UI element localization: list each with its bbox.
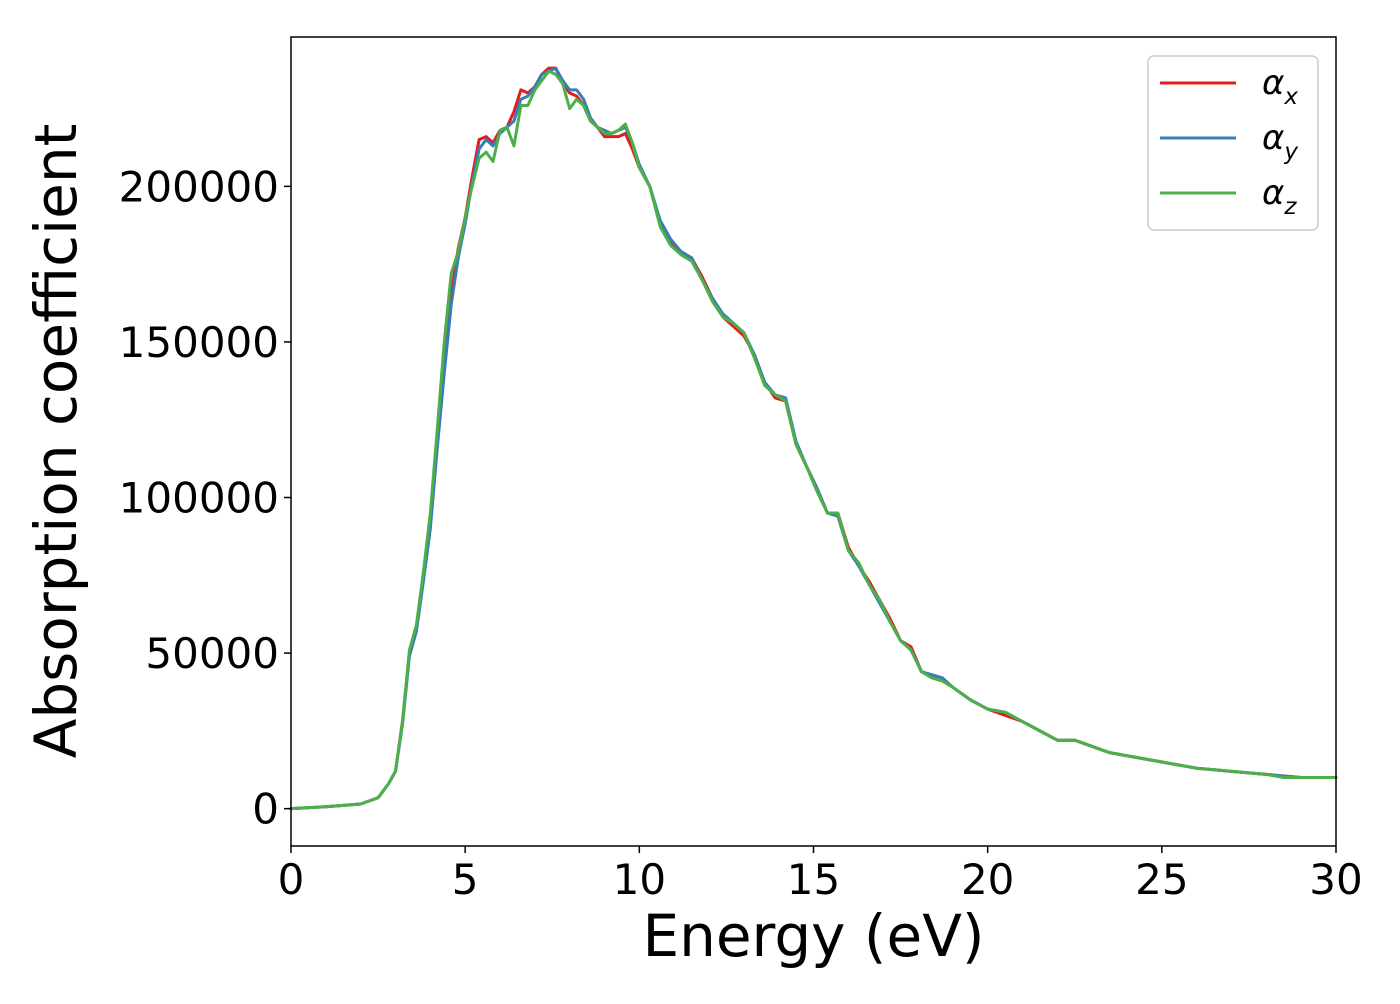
x-tick-label: 25 — [1135, 855, 1188, 904]
x-tick-label: 5 — [452, 855, 479, 904]
y-tick-label: 50000 — [145, 629, 279, 678]
legend-box — [1147, 55, 1319, 231]
y-tick-label: 100000 — [119, 474, 279, 523]
legend-label-y: αy — [1262, 118, 1298, 165]
series-layer — [289, 66, 1338, 811]
x-tick-label: 0 — [278, 855, 305, 904]
series-line-z — [289, 69, 1338, 811]
x-tick-label: 30 — [1309, 855, 1362, 904]
y-tick-label: 150000 — [119, 318, 279, 367]
y-axis-ticks: 0 50000 100000 150000 200000 — [119, 162, 291, 834]
x-tick-label: 10 — [613, 855, 666, 904]
y-tick-label: 0 — [252, 785, 279, 834]
y-axis-label: Absorption coefficient — [22, 124, 90, 759]
x-tick-label: 15 — [787, 855, 840, 904]
y-tick-label: 200000 — [119, 162, 279, 211]
x-axis-ticks: 0 5 10 15 20 25 30 — [278, 846, 1363, 904]
x-axis-label: Energy (eV) — [642, 902, 984, 970]
x-tick-label: 20 — [961, 855, 1014, 904]
legend-label-x: αx — [1262, 63, 1298, 110]
